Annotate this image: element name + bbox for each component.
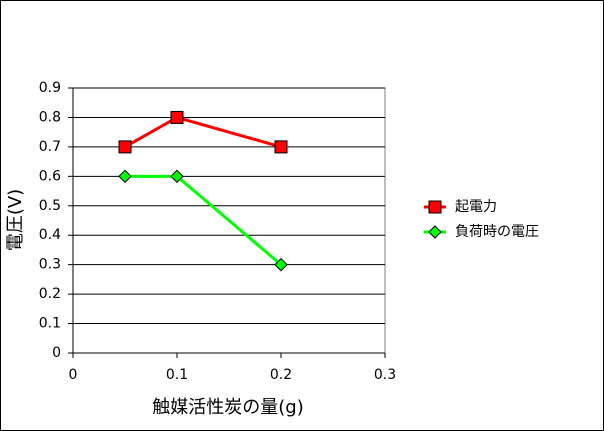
data-point xyxy=(170,169,184,184)
legend-label: 負荷時の電圧 xyxy=(455,224,539,240)
x-tick-label: 0.3 xyxy=(374,367,396,383)
legend-marker xyxy=(428,200,442,214)
data-point xyxy=(118,169,132,184)
y-tick-label: 0.7 xyxy=(39,139,61,155)
y-tick-label: 0.4 xyxy=(39,227,61,243)
y-tick-label: 0.1 xyxy=(39,316,61,332)
legend-label: 起電力 xyxy=(455,199,497,215)
y-tick-label: 0 xyxy=(52,345,61,361)
y-tick-label: 0.2 xyxy=(39,286,61,302)
y-tick-label: 0.8 xyxy=(39,109,61,125)
data-point xyxy=(274,257,288,272)
y-tick-label: 0.5 xyxy=(39,198,61,214)
x-axis-title: 触媒活性炭の量(g) xyxy=(152,397,303,418)
y-tick-label: 0.9 xyxy=(39,80,61,96)
y-tick-label: 0.6 xyxy=(39,168,61,184)
x-tick-label: 0.1 xyxy=(166,367,188,383)
legend-marker xyxy=(428,225,442,239)
x-tick-label: 0 xyxy=(69,367,78,383)
data-point xyxy=(170,110,184,124)
x-tick-label: 0.2 xyxy=(270,367,292,383)
y-tick-label: 0.3 xyxy=(39,257,61,273)
y-axis-title: 電圧(V) xyxy=(5,189,26,251)
data-point xyxy=(118,140,132,154)
data-point xyxy=(274,140,288,154)
